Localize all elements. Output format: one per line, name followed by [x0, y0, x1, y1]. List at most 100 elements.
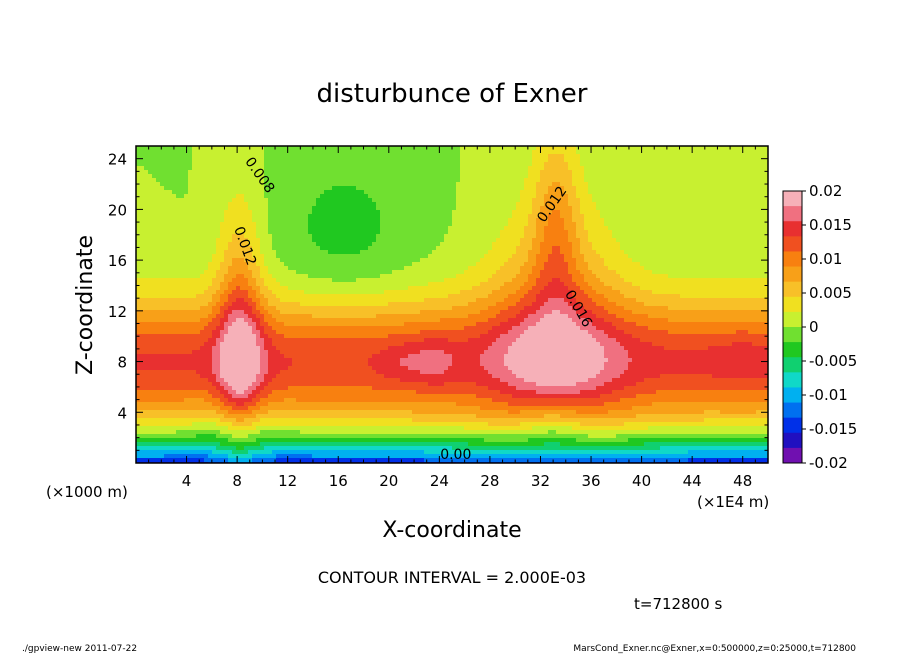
contour-cell	[308, 194, 313, 199]
contour-cell	[144, 146, 149, 151]
contour-cell	[148, 178, 153, 183]
contour-cell	[216, 422, 221, 427]
contour-cell	[200, 338, 205, 343]
contour-cell	[356, 426, 361, 431]
contour-cell	[140, 374, 145, 379]
contour-cell	[300, 218, 305, 223]
contour-cell	[300, 298, 305, 303]
contour-cell	[236, 386, 241, 391]
contour-cell	[236, 278, 241, 283]
contour-cell	[232, 394, 237, 399]
contour-cell	[156, 238, 161, 243]
contour-cell	[192, 426, 197, 431]
contour-cell	[144, 326, 149, 331]
contour-cell	[380, 206, 385, 211]
contour-cell	[364, 370, 369, 375]
contour-cell	[344, 146, 349, 151]
contour-cell	[368, 146, 373, 151]
contour-cell	[320, 254, 325, 259]
contour-cell	[356, 258, 361, 263]
contour-cell	[248, 246, 253, 251]
contour-cell	[224, 242, 229, 247]
contour-cell	[364, 318, 369, 323]
contour-cell	[180, 374, 185, 379]
contour-cell	[296, 326, 301, 331]
contour-cell	[232, 354, 237, 359]
contour-cell	[320, 426, 325, 431]
contour-cell	[236, 162, 241, 167]
contour-cell	[200, 158, 205, 163]
contour-cell	[224, 450, 229, 455]
contour-cell	[296, 146, 301, 151]
contour-cell	[180, 366, 185, 371]
contour-cell	[248, 374, 253, 379]
contour-cell	[164, 198, 169, 203]
contour-cell	[220, 358, 225, 363]
contour-cell	[144, 338, 149, 343]
contour-cell	[288, 238, 293, 243]
contour-cell	[360, 230, 365, 235]
contour-cell	[344, 386, 349, 391]
contour-cell	[196, 242, 201, 247]
contour-cell	[140, 314, 145, 319]
contour-cell	[304, 458, 309, 463]
contour-cell	[376, 282, 381, 287]
contour-cell	[328, 322, 333, 327]
contour-cell	[140, 438, 145, 443]
contour-cell	[356, 242, 361, 247]
contour-cell	[240, 262, 245, 267]
contour-cell	[380, 306, 385, 311]
contour-cell	[272, 262, 277, 267]
contour-cell	[312, 306, 317, 311]
contour-cell	[140, 262, 145, 267]
contour-cell	[228, 422, 233, 427]
contour-cell	[228, 410, 233, 415]
contour-cell	[360, 410, 365, 415]
contour-cell	[292, 258, 297, 263]
contour-cell	[164, 438, 169, 443]
contour-cell	[136, 310, 141, 315]
contour-cell	[360, 198, 365, 203]
contour-cell	[216, 378, 221, 383]
contour-cell	[208, 166, 213, 171]
contour-cell	[376, 314, 381, 319]
contour-cell	[164, 426, 169, 431]
contour-cell	[368, 362, 373, 367]
contour-cell	[244, 418, 249, 423]
contour-cell	[360, 302, 365, 307]
contour-cell	[336, 390, 341, 395]
contour-cell	[268, 318, 273, 323]
contour-cell	[168, 254, 173, 259]
contour-cell	[240, 162, 245, 167]
contour-cell	[308, 314, 313, 319]
contour-cell	[260, 246, 265, 251]
contour-cell	[364, 322, 369, 327]
contour-cell	[224, 186, 229, 191]
contour-cell	[164, 222, 169, 227]
contour-cell	[368, 154, 373, 159]
contour-cell	[184, 418, 189, 423]
contour-cell	[340, 210, 345, 215]
contour-cell	[360, 402, 365, 407]
contour-cell	[140, 254, 145, 259]
contour-cell	[164, 298, 169, 303]
contour-cell	[332, 162, 337, 167]
contour-cell	[240, 286, 245, 291]
contour-cell	[196, 170, 201, 175]
contour-cell	[220, 298, 225, 303]
contour-cell	[352, 202, 357, 207]
contour-cell	[188, 238, 193, 243]
contour-cell	[248, 218, 253, 223]
contour-cell	[312, 446, 317, 451]
contour-cell	[280, 270, 285, 275]
contour-cell	[196, 458, 201, 463]
contour-cell	[384, 146, 389, 151]
contour-cell	[236, 446, 241, 451]
contour-cell	[156, 170, 161, 175]
contour-cell	[212, 206, 217, 211]
contour-cell	[256, 382, 261, 387]
contour-cell	[380, 214, 385, 219]
contour-cell	[348, 338, 353, 343]
contour-cell	[344, 258, 349, 263]
contour-cell	[320, 270, 325, 275]
